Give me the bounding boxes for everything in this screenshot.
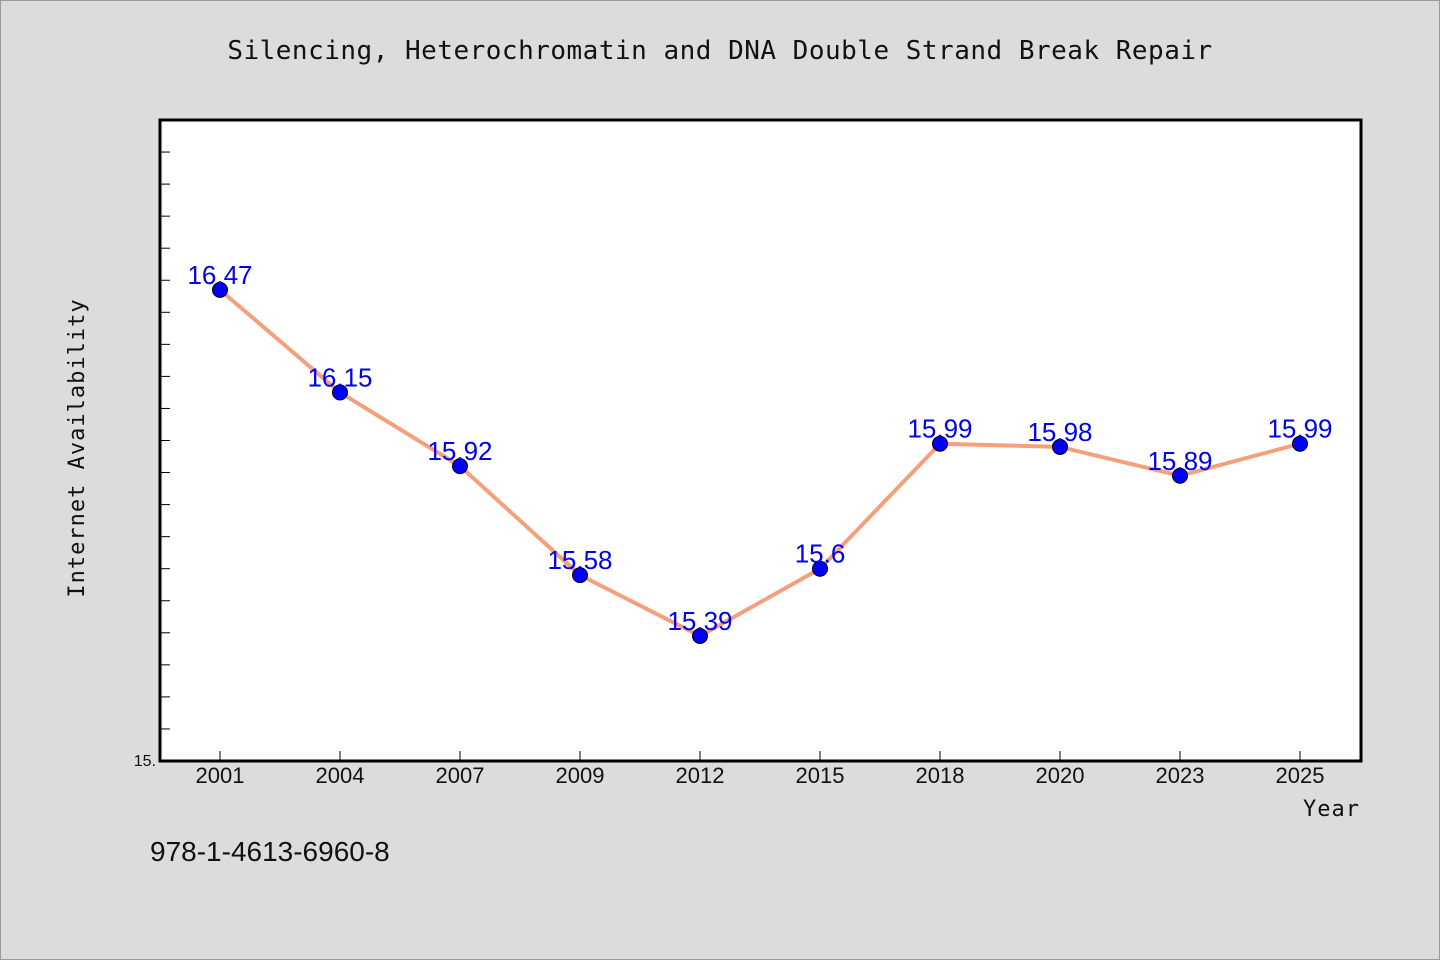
data-point <box>1052 438 1068 455</box>
x-axis-tick-label: 2009 <box>556 763 605 788</box>
data-point <box>932 435 948 452</box>
x-axis-tick-label: 2007 <box>436 763 485 788</box>
chart-title: Silencing, Heterochromatin and DNA Doubl… <box>227 36 1213 66</box>
data-point <box>452 458 468 475</box>
data-label: 15.99 <box>907 414 972 444</box>
data-label: 15.92 <box>427 436 492 466</box>
x-axis-tick-label: 2018 <box>916 763 965 788</box>
data-point <box>332 384 348 401</box>
y-axis-title: Internet Availability <box>65 298 90 597</box>
data-label: 15.39 <box>667 606 732 636</box>
data-label: 16.47 <box>187 260 252 290</box>
data-point <box>572 567 588 584</box>
x-axis-tick-label: 2025 <box>1276 763 1325 788</box>
x-axis-tick-label: 2004 <box>316 763 365 788</box>
isbn-footnote: 978-1-4613-6960-8 <box>150 836 390 867</box>
x-axis-title: Year <box>1303 797 1360 822</box>
data-label: 15.6 <box>795 539 846 569</box>
data-label: 15.89 <box>1147 446 1212 476</box>
data-label: 15.99 <box>1267 414 1332 444</box>
data-label: 15.58 <box>547 545 612 575</box>
x-axis-tick-label: 2012 <box>676 763 725 788</box>
x-axis-tick-label: 2020 <box>1036 763 1085 788</box>
y-axis-ticks <box>160 151 170 730</box>
series-line <box>218 288 1301 639</box>
data-point <box>812 560 828 577</box>
series-markers <box>212 281 1308 645</box>
x-axis-tick-label: 2023 <box>1156 763 1205 788</box>
data-point <box>1172 467 1188 484</box>
plot-area <box>158 118 1363 763</box>
x-axis-tick-label: 2001 <box>196 763 245 788</box>
data-point <box>212 281 228 298</box>
x-axis-ticks: 2001 2004 2007 2009 2012 2015 2018 2020 2023 2025 <box>196 751 1325 788</box>
data-label: 15.98 <box>1027 417 1092 447</box>
data-label: 16.15 <box>307 362 372 392</box>
y-axis-tick-label: 15. <box>134 753 156 770</box>
data-labels: 16.47 16.15 15.92 15.58 15.39 15.6 15.99 15.98 1… <box>187 260 1332 636</box>
data-point <box>1292 435 1308 452</box>
x-axis-tick-label: 2015 <box>796 763 845 788</box>
data-point <box>692 628 708 645</box>
